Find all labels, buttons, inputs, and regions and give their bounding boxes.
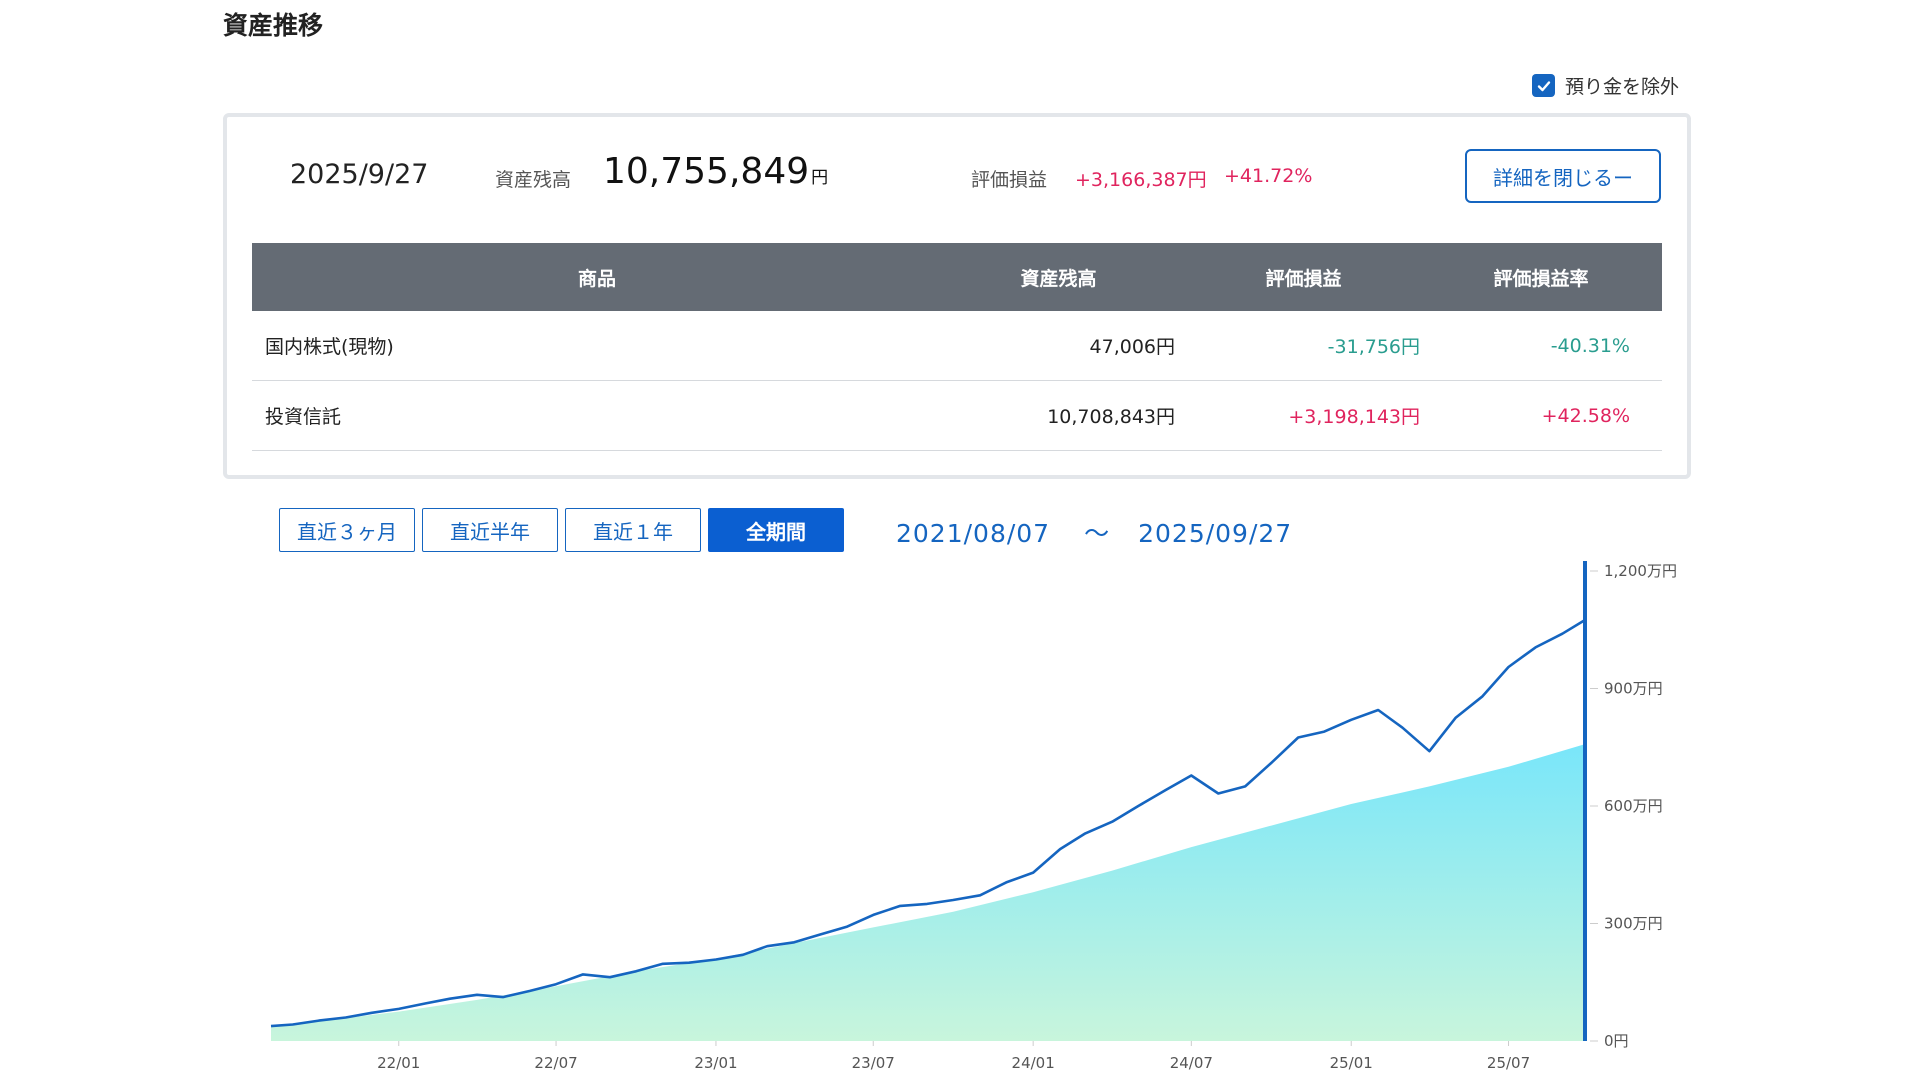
row-product: 国内株式(現物) <box>252 311 942 381</box>
range-all-button[interactable]: 全期間 <box>708 508 844 552</box>
table-row: 国内株式(現物) 47,006円 -31,756円 -40.31% <box>252 311 1662 381</box>
x-tick-label: 24/07 <box>1170 1054 1213 1072</box>
assets-value: 10,755,849 円 <box>603 151 828 192</box>
assets-unit: 円 <box>811 168 829 188</box>
y-tick-label: 600万円 <box>1604 797 1663 815</box>
x-tick-label: 23/01 <box>694 1054 737 1072</box>
row-rate: +42.58% <box>1432 380 1662 451</box>
header-rate: 評価損益率 <box>1432 243 1662 311</box>
row-rate: -40.31% <box>1432 311 1662 381</box>
y-tick-label: 900万円 <box>1604 680 1663 698</box>
asset-value-line <box>270 618 1586 1028</box>
range-1-year-button[interactable]: 直近１年 <box>565 508 701 552</box>
date-from: 2021/08/07 <box>896 519 1051 548</box>
date-separator: ～ <box>1084 519 1111 548</box>
x-tick-label: 22/07 <box>534 1054 577 1072</box>
pl-rate: +41.72% <box>1224 165 1313 187</box>
checkbox-checked-icon[interactable] <box>1532 74 1555 97</box>
y-tick-label: 1,200万円 <box>1604 562 1677 580</box>
page-title: 資産推移 <box>223 11 324 40</box>
exclude-deposit-toggle[interactable]: 預り金を除外 <box>1532 72 1679 99</box>
header-balance: 資産残高 <box>942 243 1187 311</box>
range-6-months-button[interactable]: 直近半年 <box>422 508 558 552</box>
exclude-deposit-label: 預り金を除外 <box>1565 76 1680 98</box>
row-balance: 47,006円 <box>942 311 1187 381</box>
pl-value: +3,166,387円 <box>1075 169 1207 191</box>
principal-area <box>271 744 1585 1041</box>
summary-date: 2025/9/27 <box>290 159 429 190</box>
holdings-table: 商品 資産残高 評価損益 評価損益率 国内株式(現物) 47,006円 -31,… <box>252 243 1662 451</box>
y-tick-label: 300万円 <box>1604 915 1663 933</box>
date-to: 2025/09/27 <box>1138 519 1293 548</box>
header-product: 商品 <box>252 243 942 311</box>
range-3-months-button[interactable]: 直近３ヶ月 <box>279 508 415 552</box>
x-tick-label: 23/07 <box>852 1054 895 1072</box>
close-details-button[interactable]: 詳細を閉じるー <box>1465 149 1661 203</box>
summary-panel: 2025/9/27 資産残高 10,755,849 円 評価損益 +3,166,3… <box>223 113 1691 479</box>
row-pl: -31,756円 <box>1187 311 1432 381</box>
table-header-row: 商品 資産残高 評価損益 評価損益率 <box>252 243 1662 311</box>
x-tick-label: 22/01 <box>377 1054 420 1072</box>
x-tick-label: 24/01 <box>1012 1054 1055 1072</box>
assets-amount: 10,755,849 <box>603 151 810 192</box>
row-product: 投資信託 <box>252 380 942 451</box>
date-range: 2021/08/07 ～ 2025/09/27 <box>896 514 1292 550</box>
row-balance: 10,708,843円 <box>942 380 1187 451</box>
y-tick-label: 0円 <box>1604 1032 1629 1050</box>
pl-label: 評価損益 <box>971 169 1048 191</box>
row-pl: +3,198,143円 <box>1187 380 1432 451</box>
header-pl: 評価損益 <box>1187 243 1432 311</box>
assets-label: 資産残高 <box>495 169 572 191</box>
x-tick-label: 25/07 <box>1487 1054 1530 1072</box>
x-tick-label: 25/01 <box>1330 1054 1373 1072</box>
table-row: 投資信託 10,708,843円 +3,198,143円 +42.58% <box>252 380 1662 451</box>
